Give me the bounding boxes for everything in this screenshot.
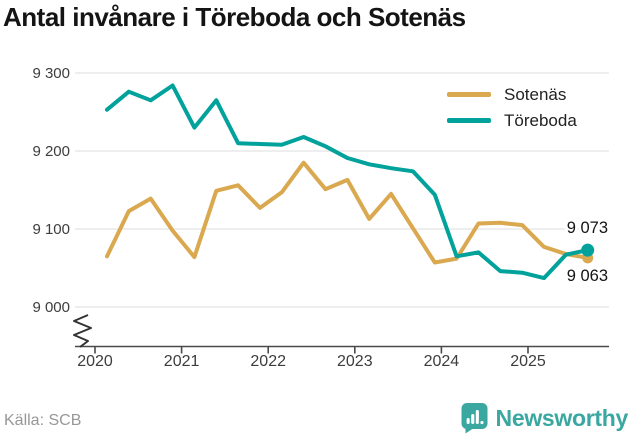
newsworthy-logo-text: Newsworthy (495, 404, 629, 431)
end-value-label-toreboda: 9 073 (567, 219, 608, 237)
x-axis-label: 2021 (164, 353, 200, 370)
y-axis: 9 300 9 200 9 100 9 000 (32, 65, 70, 316)
series-line-töreboda (105, 83, 590, 281)
legend-label-sotenas: Sotenäs (504, 85, 567, 104)
chart-title: Antal invånare i Töreboda och Sotenäs (3, 2, 466, 32)
series-line-sotenäs (105, 160, 590, 265)
newsworthy-logo: Newsworthy (461, 402, 628, 434)
legend-label-toreboda: Töreboda (504, 111, 577, 130)
end-dot-töreboda (581, 243, 595, 257)
x-axis-label: 2024 (424, 353, 460, 370)
x-axis-ticks (94, 346, 529, 354)
x-axis: 2020 2021 2022 2023 2024 2025 (73, 314, 609, 370)
legend-item-sotenas: Sotenäs (447, 86, 577, 103)
axis-break-icon (73, 314, 92, 348)
x-axis-label: 2023 (337, 353, 373, 370)
legend-swatch-toreboda (447, 118, 491, 123)
gridlines (75, 72, 609, 308)
y-axis-label: 9 200 (32, 143, 70, 160)
legend: Sotenäs Töreboda (447, 86, 577, 129)
y-axis-label: 9 300 (32, 65, 70, 82)
source-note: Källa: SCB (4, 412, 82, 429)
x-axis-label: 2025 (510, 353, 546, 370)
end-value-label-sotenas: 9 063 (567, 267, 608, 285)
bar-chart-bubble-icon (461, 403, 488, 434)
legend-item-toreboda: Töreboda (447, 112, 577, 129)
series-layer (105, 83, 595, 281)
y-axis-label: 9 000 (32, 299, 70, 316)
x-axis-label: 2022 (250, 353, 286, 370)
x-axis-label: 2020 (77, 353, 113, 370)
y-axis-label: 9 100 (32, 221, 70, 238)
legend-swatch-sotenas (447, 92, 491, 97)
